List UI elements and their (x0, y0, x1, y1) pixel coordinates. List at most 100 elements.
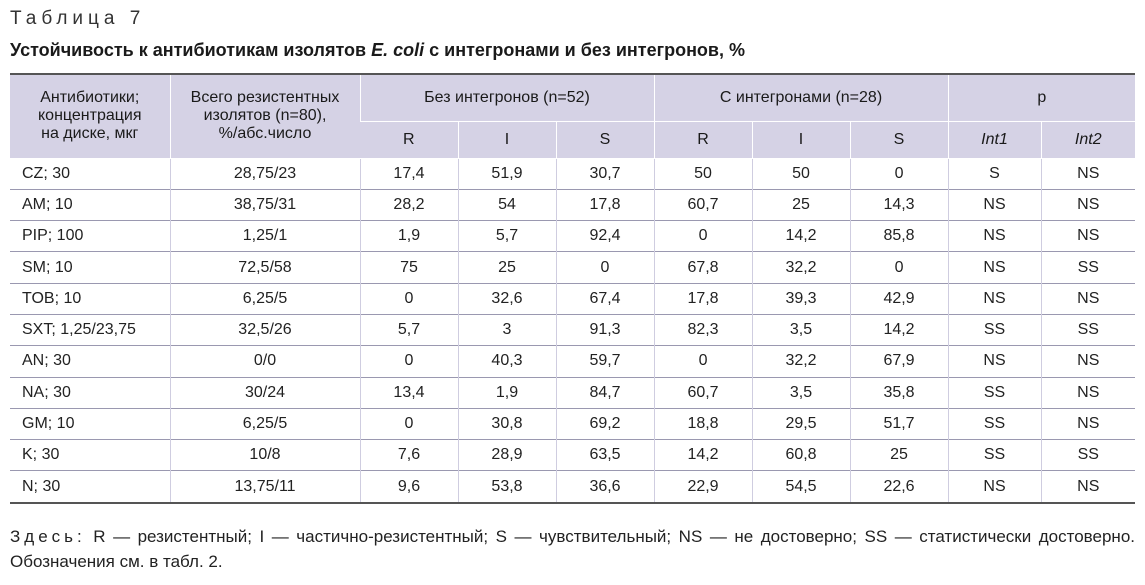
cell-antibiotic: AN; 30 (10, 345, 170, 378)
cell-antibiotic: TOB; 10 (10, 282, 170, 315)
cell-antibiotic: AM; 10 (10, 188, 170, 221)
cell-with-i: 39,3 (751, 282, 851, 315)
cell-with-i: 32,2 (751, 251, 851, 284)
cell-with-s: 14,2 (849, 313, 949, 346)
cell-with-r: 14,2 (653, 439, 753, 471)
cell-p-int1: SS (947, 407, 1042, 440)
cell-with-r: 22,9 (653, 470, 753, 503)
cell-without-s: 67,4 (555, 282, 655, 315)
cell-with-s: 67,9 (849, 345, 949, 378)
header-sub-int1: Int1 (947, 120, 1042, 158)
cell-without-r: 9,6 (359, 470, 458, 503)
cell-p-int1: SS (947, 313, 1042, 346)
table-row: TOB; 10 6,25/5 0 32,6 67,4 17,8 39,3 42,9 NS NS (10, 282, 1136, 315)
header-total-resistant: Всего резистентных изолятов (n=80), %/аб… (169, 75, 360, 158)
cell-with-s: 35,8 (849, 376, 949, 409)
cell-antibiotic: NA; 30 (10, 376, 170, 409)
resistance-table: Антибиотики; концентрация на диске, мкг … (10, 75, 1136, 503)
cell-without-r: 7,6 (359, 439, 458, 471)
cell-p-int1: NS (947, 251, 1042, 284)
cell-without-i: 53,8 (457, 470, 556, 503)
cell-without-i: 51,9 (457, 157, 556, 190)
cell-without-i: 1,9 (457, 376, 556, 409)
cell-without-i: 3 (457, 313, 556, 346)
cell-p-int1: NS (947, 345, 1042, 378)
cell-p-int2: NS (1040, 470, 1136, 503)
header-group-without-integrons: Без интегронов (n=52) (359, 75, 655, 121)
cell-p-int2: NS (1040, 345, 1136, 378)
cell-with-r: 82,3 (653, 313, 753, 346)
cell-with-s: 0 (849, 251, 949, 284)
cell-without-i: 28,9 (457, 439, 556, 471)
caption-text-start: Устойчивость к антибиотикам изолятов (10, 40, 372, 60)
table-footnote: Здесь: R — резистентный; I — частично-ре… (10, 524, 1135, 574)
cell-with-r: 60,7 (653, 188, 753, 221)
cell-without-i: 30,8 (457, 407, 556, 440)
cell-without-r: 75 (359, 251, 458, 284)
table-row: SXT; 1,25/23,75 32,5/26 5,7 3 91,3 82,3 3,5 14,… (10, 313, 1136, 346)
cell-without-i: 25 (457, 251, 556, 284)
cell-p-int1: NS (947, 188, 1042, 221)
cell-p-int1: SS (947, 376, 1042, 409)
cell-without-s: 92,4 (555, 220, 655, 252)
cell-without-i: 5,7 (457, 220, 556, 252)
cell-with-s: 22,6 (849, 470, 949, 503)
header-antibiotics-line: на диске, мкг (41, 125, 139, 143)
header-antibiotics-line: концентрация (37, 107, 142, 125)
cell-without-r: 0 (359, 282, 458, 315)
table-row: CZ; 30 28,75/23 17,4 51,9 30,7 50 50 0 S NS (10, 157, 1136, 190)
table-row: SM; 10 72,5/58 75 25 0 67,8 32,2 0 NS SS (10, 251, 1136, 284)
cell-total-resistant: 6,25/5 (169, 407, 360, 440)
header-total-line: Всего резистентных (190, 89, 340, 107)
table-number-label: Таблица 7 (10, 8, 146, 29)
cell-with-i: 54,5 (751, 470, 851, 503)
cell-antibiotic: PIP; 100 (10, 220, 170, 252)
cell-with-s: 85,8 (849, 220, 949, 252)
footnote-lead: Здесь: (10, 527, 86, 546)
resistance-table-container: Антибиотики; концентрация на диске, мкг … (10, 73, 1136, 505)
cell-p-int2: SS (1040, 439, 1136, 471)
header-sub-s: S (555, 120, 655, 158)
cell-with-i: 14,2 (751, 220, 851, 252)
cell-p-int2: SS (1040, 313, 1136, 346)
cell-without-s: 0 (555, 251, 655, 284)
cell-p-int1: S (947, 157, 1042, 190)
cell-with-r: 67,8 (653, 251, 753, 284)
cell-with-r: 18,8 (653, 407, 753, 440)
cell-without-s: 36,6 (555, 470, 655, 503)
header-sub-i: I (457, 120, 556, 158)
caption-organism: E. coli (371, 40, 425, 60)
cell-with-s: 42,9 (849, 282, 949, 315)
cell-with-s: 51,7 (849, 407, 949, 440)
cell-with-r: 0 (653, 345, 753, 378)
cell-p-int2: NS (1040, 376, 1136, 409)
table-row: PIP; 100 1,25/1 1,9 5,7 92,4 0 14,2 85,8 NS NS (10, 220, 1136, 252)
cell-antibiotic: SXT; 1,25/23,75 (10, 313, 170, 346)
cell-with-r: 0 (653, 220, 753, 252)
table-row: GM; 10 6,25/5 0 30,8 69,2 18,8 29,5 51,7 SS NS (10, 407, 1136, 440)
cell-p-int2: NS (1040, 157, 1136, 190)
table-row: AN; 30 0/0 0 40,3 59,7 0 32,2 67,9 NS NS (10, 345, 1136, 378)
cell-total-resistant: 0/0 (169, 345, 360, 378)
cell-total-resistant: 28,75/23 (169, 157, 360, 190)
cell-with-i: 60,8 (751, 439, 851, 471)
cell-p-int1: NS (947, 282, 1042, 315)
cell-p-int1: NS (947, 470, 1042, 503)
cell-with-i: 50 (751, 157, 851, 190)
header-total-line: %/абс.число (218, 125, 312, 143)
table-row: AM; 10 38,75/31 28,2 54 17,8 60,7 25 14,3 NS NS (10, 188, 1136, 221)
cell-without-s: 91,3 (555, 313, 655, 346)
cell-without-r: 28,2 (359, 188, 458, 221)
cell-without-s: 84,7 (555, 376, 655, 409)
cell-total-resistant: 13,75/11 (169, 470, 360, 503)
cell-antibiotic: CZ; 30 (10, 157, 170, 190)
cell-antibiotic: SM; 10 (10, 251, 170, 284)
cell-p-int2: SS (1040, 251, 1136, 284)
cell-p-int2: NS (1040, 407, 1136, 440)
table-header: Антибиотики; концентрация на диске, мкг … (10, 75, 1136, 158)
cell-without-s: 59,7 (555, 345, 655, 378)
header-antibiotics: Антибиотики; концентрация на диске, мкг (10, 75, 170, 158)
cell-total-resistant: 32,5/26 (169, 313, 360, 346)
cell-p-int2: NS (1040, 188, 1136, 221)
cell-with-i: 3,5 (751, 376, 851, 409)
